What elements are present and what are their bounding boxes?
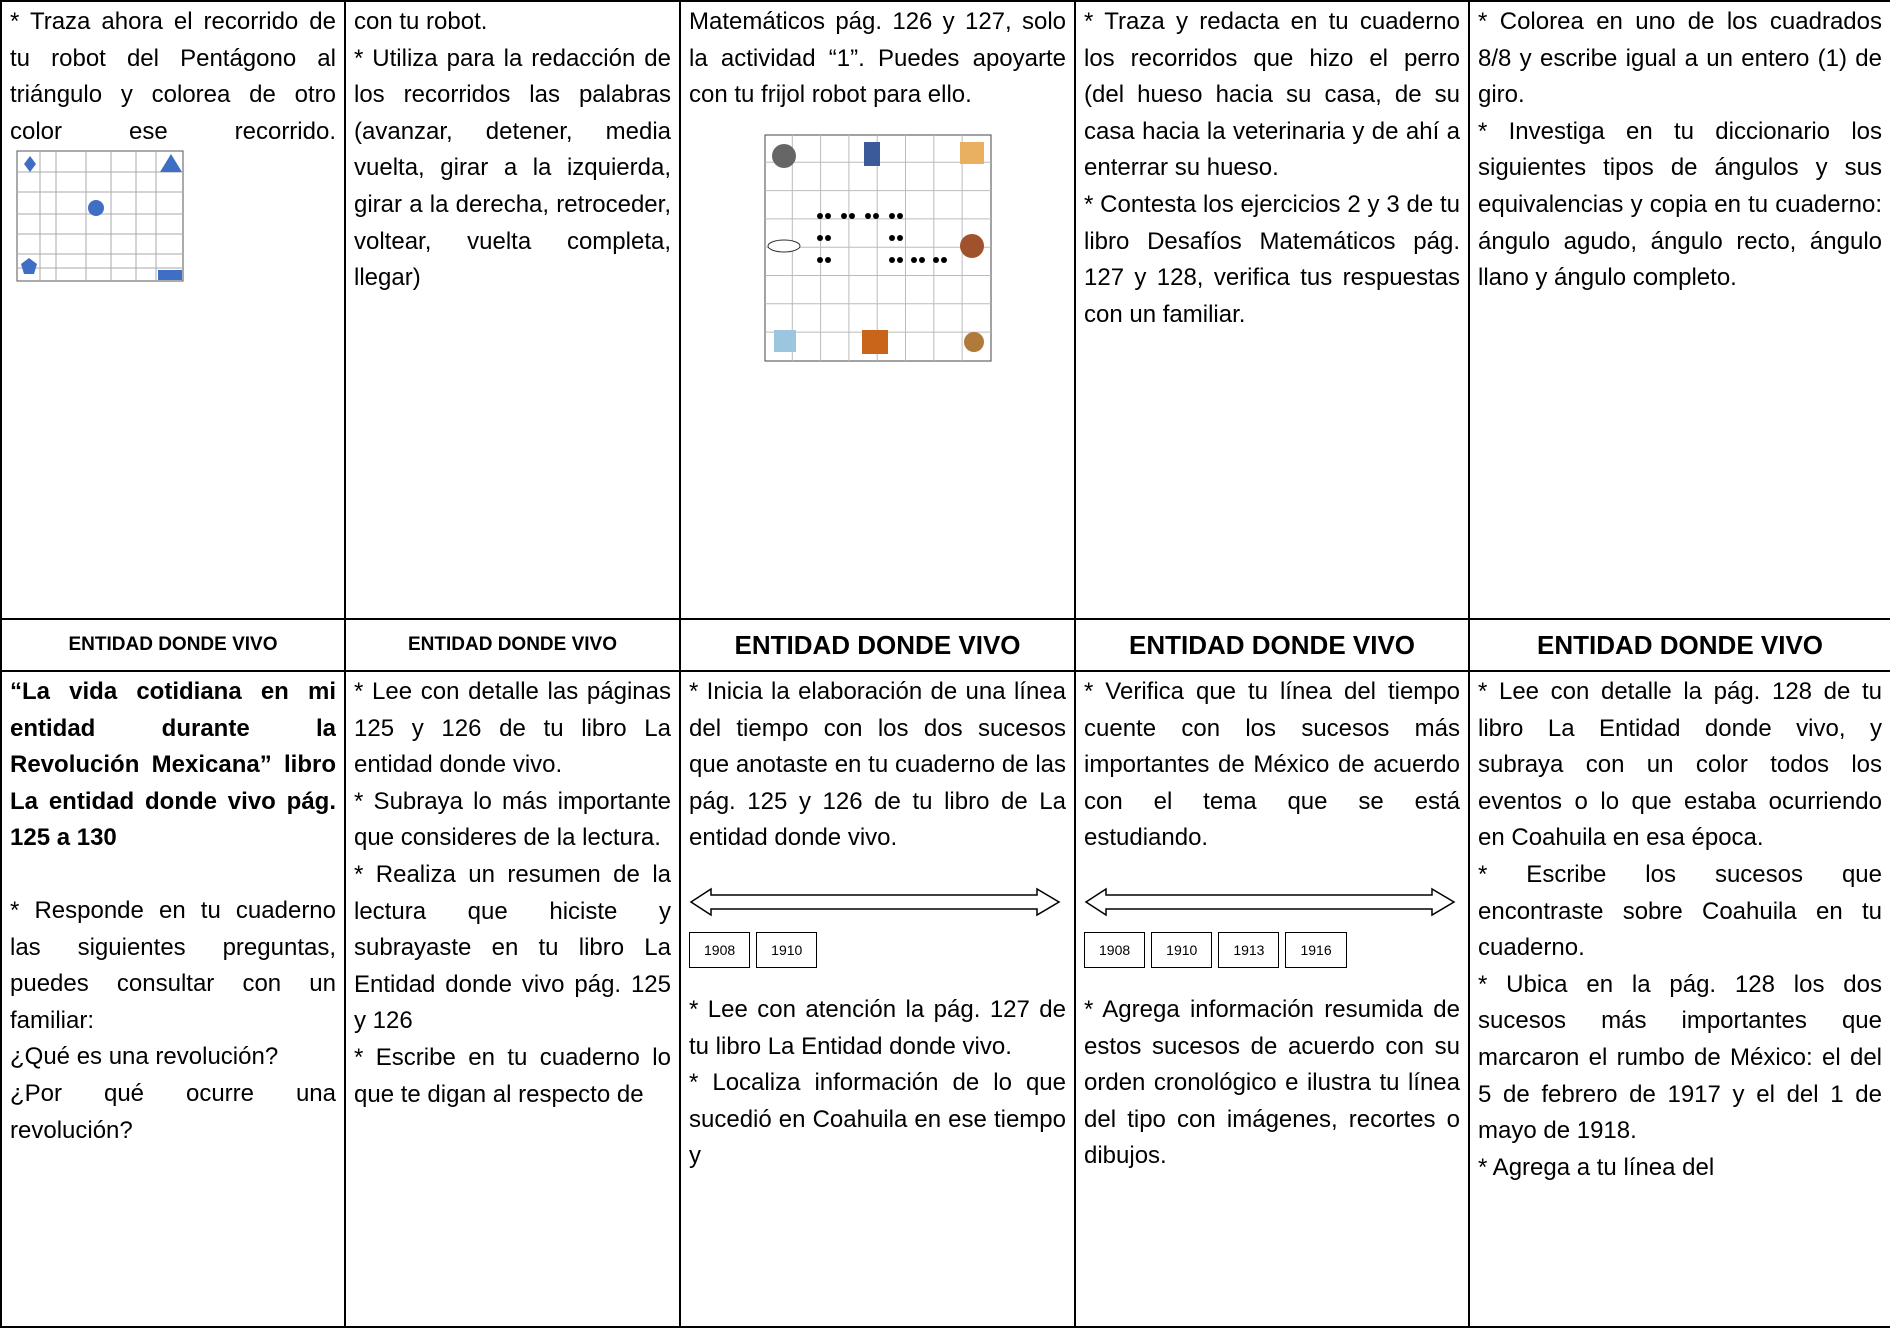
table-cell: ENTIDAD DONDE VIVO bbox=[679, 618, 1076, 672]
paragraph: * Lee con detalle las páginas 125 y 126 … bbox=[354, 678, 671, 779]
cell-content: * Traza ahora el recorrido de tu robot d… bbox=[10, 4, 336, 282]
cell-content: * Lee con detalle la pág. 128 de tu libr… bbox=[1478, 674, 1882, 1324]
paragraph: * Realiza un resumen de la lectura que h… bbox=[354, 860, 671, 1035]
timeline-years: 1908 1910 bbox=[689, 931, 1066, 968]
paragraph: ¿Por qué ocurre una revolución? bbox=[10, 1079, 336, 1144]
table-row: ENTIDAD DONDE VIVO ENTIDAD DONDE VIVO ENTI… bbox=[0, 618, 1890, 672]
table-cell: ENTIDAD DONDE VIVO bbox=[1074, 618, 1470, 672]
cell-content: Matemáticos pág. 126 y 127, solo la acti… bbox=[689, 4, 1066, 362]
robot-grid-figure bbox=[16, 150, 184, 282]
section-title: “La vida cotidiana en mi entidad durante… bbox=[10, 678, 336, 852]
cell-content: “La vida cotidiana en mi entidad durante… bbox=[10, 674, 336, 1324]
paragraph: * Inicia la elaboración de una línea del… bbox=[689, 678, 1066, 852]
paragraph: * Localiza información de lo que sucedió… bbox=[689, 1069, 1066, 1170]
cell-content: * Lee con detalle las páginas 125 y 126 … bbox=[354, 674, 671, 1324]
year-box: 1910 bbox=[756, 931, 818, 968]
paragraph: * Traza ahora el recorrido de tu robot d… bbox=[10, 4, 336, 282]
paragraph: * Escribe en tu cuaderno lo que te digan… bbox=[354, 1043, 671, 1108]
paragraph: * Colorea en uno de los cuadrados 8/8 y … bbox=[1478, 8, 1882, 109]
cell-content: * Colorea en uno de los cuadrados 8/8 y … bbox=[1478, 4, 1882, 297]
column-header: ENTIDAD DONDE VIVO bbox=[1128, 629, 1416, 660]
column-header: ENTIDAD DONDE VIVO bbox=[1536, 629, 1824, 660]
column-header: ENTIDAD DONDE VIVO bbox=[407, 633, 618, 655]
column-header: ENTIDAD DONDE VIVO bbox=[734, 629, 1021, 660]
dog-route-figure bbox=[764, 134, 991, 362]
paragraph: * Ubica en la pág. 128 los dos sucesos m… bbox=[1478, 970, 1882, 1145]
table-cell: * Colorea en uno de los cuadrados 8/8 y … bbox=[1468, 0, 1890, 620]
table-row: “La vida cotidiana en mi entidad durante… bbox=[0, 670, 1890, 1328]
table-cell: * Traza ahora el recorrido de tu robot d… bbox=[0, 0, 346, 620]
cell-content: ENTIDAD DONDE VIVO bbox=[10, 627, 336, 664]
table-cell: “La vida cotidiana en mi entidad durante… bbox=[0, 670, 346, 1328]
paragraph: * Contesta los ejercicios 2 y 3 de tu li… bbox=[1084, 190, 1460, 328]
table-cell: ENTIDAD DONDE VIVO bbox=[344, 618, 681, 672]
timeline: 1908 1910 1913 1916 bbox=[1084, 887, 1460, 968]
year-box: 1913 bbox=[1218, 931, 1280, 968]
cell-content: con tu robot. * Utiliza para la redacción… bbox=[354, 4, 671, 297]
paragraph: * Escribe los sucesos que encontraste so… bbox=[1478, 860, 1882, 962]
table-cell: * Inicia la elaboración de una línea del… bbox=[679, 670, 1076, 1328]
table-cell: ENTIDAD DONDE VIVO bbox=[0, 618, 346, 672]
cell-content: * Verifica que tu línea del tiempo cuent… bbox=[1084, 674, 1460, 1324]
paragraph: * Investiga en tu diccionario los siguie… bbox=[1478, 117, 1882, 292]
column-header: ENTIDAD DONDE VIVO bbox=[68, 633, 278, 655]
table-row: * Traza ahora el recorrido de tu robot d… bbox=[0, 0, 1890, 620]
timeline: 1908 1910 bbox=[689, 887, 1066, 968]
table-cell: * Traza y redacta en tu cuaderno los rec… bbox=[1074, 0, 1470, 620]
table-cell: Matemáticos pág. 126 y 127, solo la acti… bbox=[679, 0, 1076, 620]
paragraph: con tu robot. bbox=[354, 8, 488, 35]
double-arrow bbox=[689, 887, 1061, 917]
table-cell: * Lee con detalle la pág. 128 de tu libr… bbox=[1468, 670, 1890, 1328]
paragraph: * Agrega a tu línea del bbox=[1478, 1153, 1715, 1181]
year-box: 1908 bbox=[689, 931, 751, 968]
double-arrow bbox=[1084, 887, 1456, 917]
table-cell: * Lee con detalle las páginas 125 y 126 … bbox=[344, 670, 681, 1328]
paragraph: * Agrega información resumida de estos s… bbox=[1084, 995, 1460, 1170]
paragraph: * Responde en tu cuaderno las siguientes… bbox=[10, 896, 336, 1034]
paragraph: * Lee con detalle la pág. 128 de tu libr… bbox=[1478, 678, 1882, 852]
paragraph: * Traza y redacta en tu cuaderno los rec… bbox=[1084, 8, 1460, 182]
cell-content: ENTIDAD DONDE VIVO bbox=[354, 627, 671, 664]
year-box: 1908 bbox=[1084, 931, 1146, 968]
year-box: 1916 bbox=[1285, 931, 1347, 968]
cell-content: ENTIDAD DONDE VIVO bbox=[1478, 627, 1882, 664]
table-cell: ENTIDAD DONDE VIVO bbox=[1468, 618, 1890, 672]
cell-content: ENTIDAD DONDE VIVO bbox=[1084, 627, 1460, 664]
paragraph: * Utiliza para la redacción de los recor… bbox=[354, 44, 671, 292]
paragraph: * Subraya lo más importante que consider… bbox=[354, 787, 671, 852]
cell-content: * Inicia la elaboración de una línea del… bbox=[689, 674, 1066, 1324]
paragraph: ¿Qué es una revolución? bbox=[10, 1043, 279, 1071]
paragraph: * Lee con atención la pág. 127 de tu lib… bbox=[689, 995, 1066, 1060]
paragraph: Matemáticos pág. 126 y 127, solo la acti… bbox=[689, 8, 1066, 109]
paragraph: * Verifica que tu línea del tiempo cuent… bbox=[1084, 678, 1460, 852]
cell-content: * Traza y redacta en tu cuaderno los rec… bbox=[1084, 4, 1460, 333]
year-box: 1910 bbox=[1151, 931, 1213, 968]
timeline-years: 1908 1910 1913 1916 bbox=[1084, 931, 1460, 968]
cell-content: ENTIDAD DONDE VIVO bbox=[689, 627, 1066, 664]
table-cell: con tu robot. * Utiliza para la redacción… bbox=[344, 0, 681, 620]
table-cell: * Verifica que tu línea del tiempo cuent… bbox=[1074, 670, 1470, 1328]
